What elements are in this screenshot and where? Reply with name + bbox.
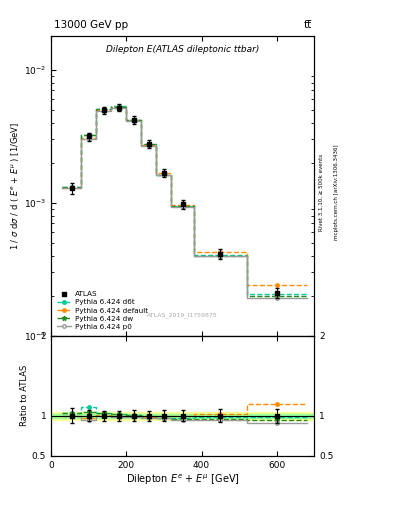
Text: mcplots.cern.ch [arXiv:1306.3436]: mcplots.cern.ch [arXiv:1306.3436] [334, 144, 339, 240]
X-axis label: Dilepton $E^e$ + $E^{\mu}$ [GeV]: Dilepton $E^e$ + $E^{\mu}$ [GeV] [126, 472, 240, 487]
Text: ATLAS_2019_I1759875: ATLAS_2019_I1759875 [147, 312, 218, 318]
Text: Rivet 3.1.10, ≥ 500k events: Rivet 3.1.10, ≥ 500k events [318, 154, 323, 231]
Text: 13000 GeV pp: 13000 GeV pp [54, 20, 128, 30]
Y-axis label: Ratio to ATLAS: Ratio to ATLAS [20, 365, 29, 426]
Legend: ATLAS, Pythia 6.424 d6t, Pythia 6.424 default, Pythia 6.424 dw, Pythia 6.424 p0: ATLAS, Pythia 6.424 d6t, Pythia 6.424 de… [55, 289, 150, 332]
Text: tt̅̅: tt̅̅ [303, 20, 312, 30]
Text: Dilepton E(ATLAS dileptonic ttbar): Dilepton E(ATLAS dileptonic ttbar) [106, 45, 259, 54]
Y-axis label: 1 / $\sigma$ d$\sigma$ / d ( $E^e$ + $E^{\mu}$ ) [1/GeV]: 1 / $\sigma$ d$\sigma$ / d ( $E^e$ + $E^… [9, 122, 21, 250]
